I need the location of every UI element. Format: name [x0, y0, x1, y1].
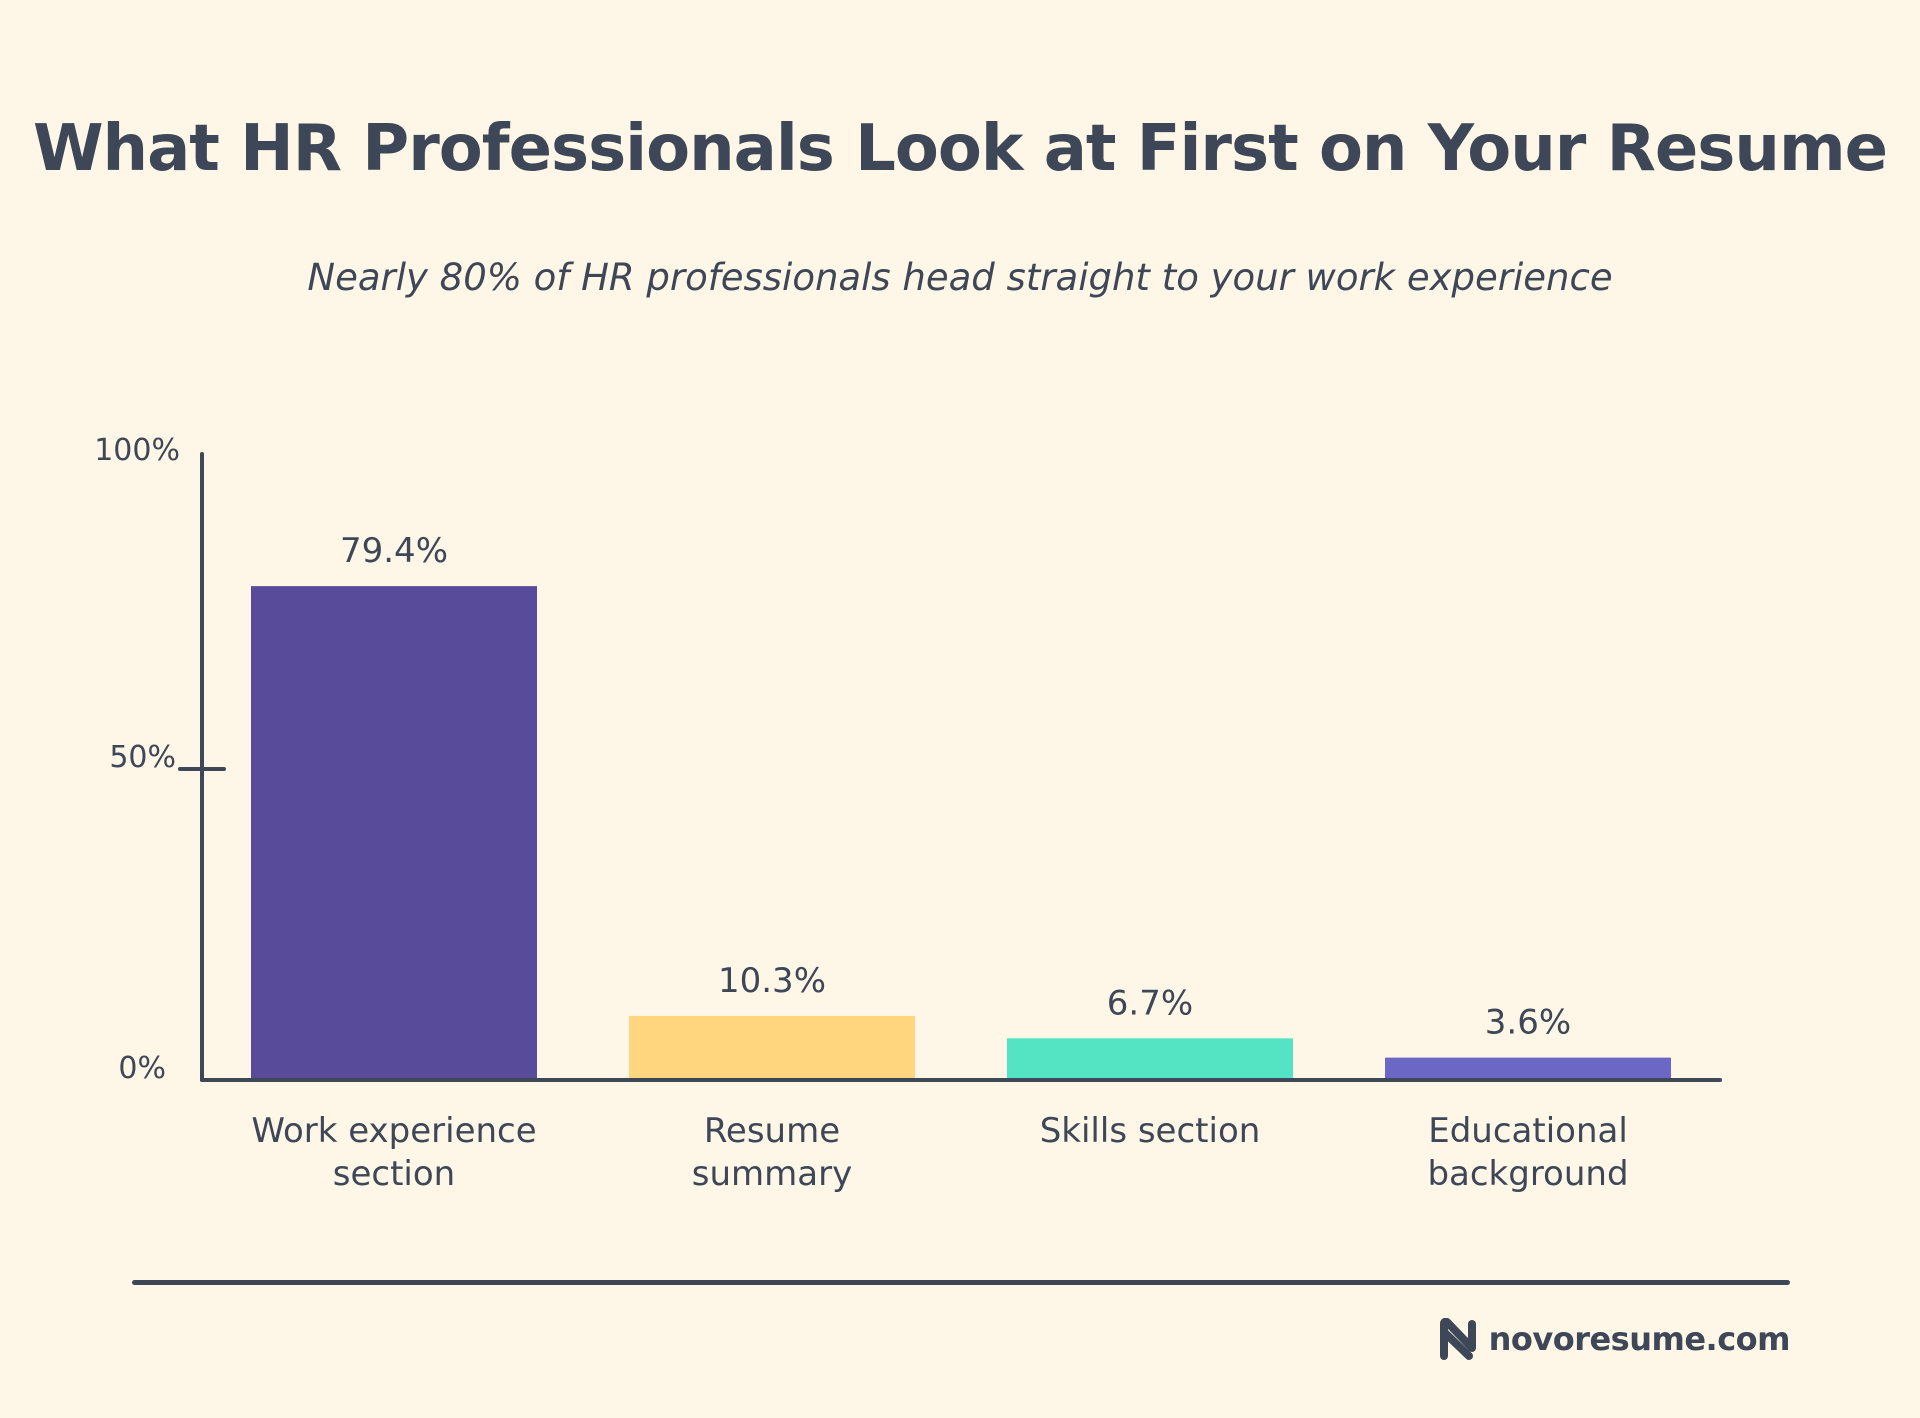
brand-name: novoresume.com [1488, 1320, 1791, 1358]
x-tick-label: background [1427, 1154, 1628, 1194]
footer-divider [132, 1280, 1790, 1285]
x-tick-label: Educational [1428, 1111, 1628, 1151]
data-label: 6.7% [1107, 983, 1193, 1023]
x-tick-label: Work experience [251, 1111, 536, 1151]
y-tick-label: 0% [118, 1051, 166, 1086]
novoresume-logo-icon [1439, 1318, 1476, 1360]
chart-subtitle: Nearly 80% of HR professionals head stra… [307, 256, 1613, 299]
bar [1385, 1057, 1671, 1080]
data-label: 10.3% [718, 961, 826, 1001]
y-tick-label: 100% [94, 433, 180, 468]
x-tick-label: section [333, 1154, 455, 1194]
brand-logo[interactable]: novoresume.com [1439, 1318, 1791, 1360]
bar [629, 1015, 915, 1080]
bar [251, 586, 537, 1080]
bar [1007, 1038, 1293, 1080]
y-tick-label: 50% [109, 740, 176, 775]
x-tick-label: Skills section [1040, 1111, 1261, 1151]
chart-title: What HR Professionals Look at First on Y… [32, 112, 1888, 186]
data-label: 79.4% [340, 531, 448, 571]
x-tick-label: summary [692, 1154, 852, 1194]
data-label: 3.6% [1485, 1003, 1571, 1043]
x-tick-label: Resume [704, 1111, 840, 1151]
